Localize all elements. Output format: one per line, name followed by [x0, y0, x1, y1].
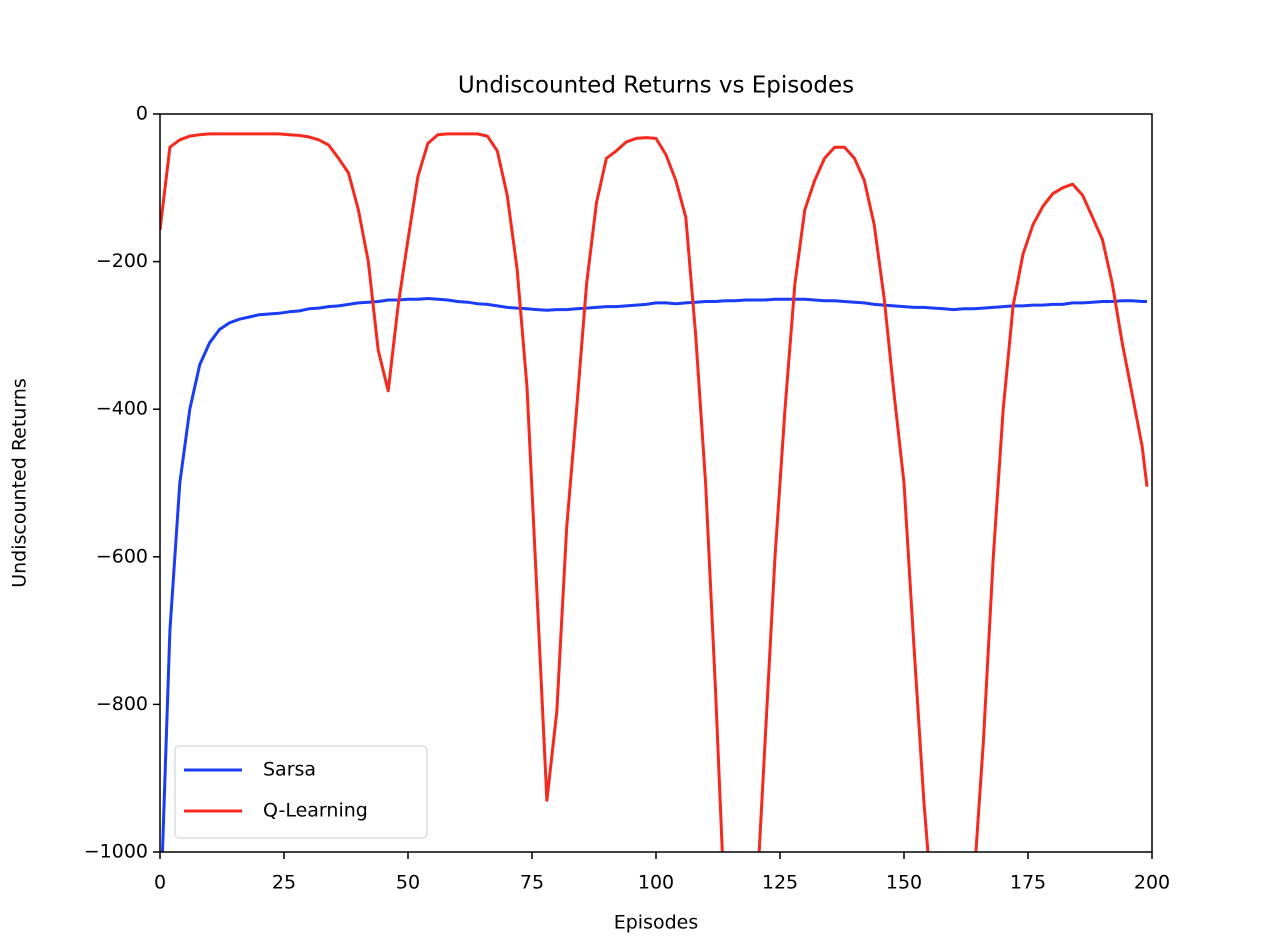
plot-frame: [159, 113, 1153, 853]
y-tick-label: 0: [136, 103, 148, 125]
y-tick-label: −1000: [84, 841, 148, 863]
x-tick-label: 25: [272, 872, 296, 894]
x-tick-label: 125: [762, 872, 798, 894]
y-tick-label: −600: [96, 545, 148, 567]
x-tick-label: 0: [154, 872, 166, 894]
legend-label: Sarsa: [263, 759, 316, 781]
y-axis-label: Undiscounted Returns: [9, 378, 31, 588]
x-tick-label: 200: [1134, 872, 1170, 894]
x-tick-label: 175: [1010, 872, 1046, 894]
x-tick-label: 150: [886, 872, 922, 894]
series-line: [160, 297, 1147, 852]
x-tick-label: 100: [638, 872, 674, 894]
y-tick-label: −200: [96, 250, 148, 272]
x-axis-label: Episodes: [614, 912, 699, 934]
x-tick-label: 75: [520, 872, 544, 894]
y-tick-label: −800: [96, 693, 148, 715]
legend-label: Q-Learning: [263, 800, 368, 822]
plot-area: [160, 132, 1149, 852]
series-line: [160, 132, 1149, 852]
y-tick-label: −400: [96, 398, 148, 420]
chart-title: Undiscounted Returns vs Episodes: [458, 73, 854, 99]
x-tick-label: 50: [396, 872, 420, 894]
